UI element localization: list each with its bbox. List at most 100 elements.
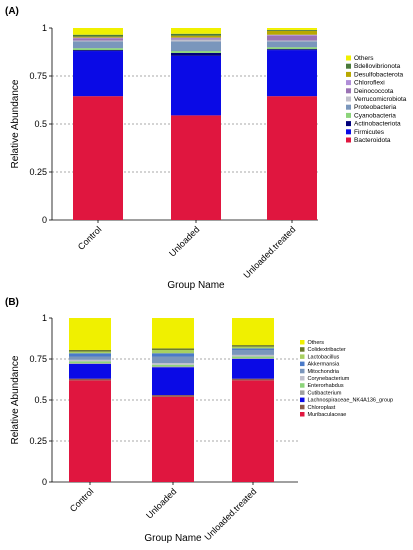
bar-segment	[69, 378, 111, 381]
bar-segment	[73, 96, 123, 220]
legend-swatch	[346, 129, 351, 135]
bar-segment	[73, 34, 123, 37]
legend-swatch	[300, 404, 305, 410]
bar-segment	[232, 318, 274, 346]
bar-segment	[69, 353, 111, 357]
bar-segment	[152, 366, 194, 368]
bar-segment	[171, 28, 221, 34]
legend-label: Verrucomicrobiota	[354, 96, 407, 103]
legend-label: Deinococcota	[354, 88, 394, 95]
bar-segment	[152, 395, 194, 397]
bar-segment	[69, 356, 111, 360]
bar-segment	[152, 353, 194, 357]
bar-segment	[232, 358, 274, 359]
bar-segment	[232, 380, 274, 482]
bar-segment	[69, 349, 111, 352]
legend-swatch	[300, 397, 305, 403]
bar-segment	[73, 36, 123, 38]
legend-swatch	[346, 112, 351, 118]
bar-segment	[267, 29, 317, 31]
legend-label: Lactobacillus	[308, 354, 340, 360]
y-tick-label: 0.5	[34, 119, 47, 129]
bar-segment	[171, 52, 221, 56]
y-tick-label: 0.25	[29, 167, 47, 177]
bar-segment	[152, 367, 194, 396]
legend-label: Others	[354, 55, 374, 62]
bar-segment	[267, 34, 317, 36]
legend-label: Corynebacterium	[308, 376, 350, 382]
x-axis-title: Group Name	[144, 533, 202, 544]
bar-segment	[232, 345, 274, 347]
bar-segment	[152, 356, 194, 364]
bar-segment	[267, 28, 317, 30]
legend-label: Proteobacteria	[354, 104, 397, 111]
bar-segment	[232, 359, 274, 379]
x-axis-title: Group Name	[167, 280, 225, 291]
legend-label: Others	[308, 340, 325, 346]
legend-swatch	[346, 96, 351, 102]
legend-swatch	[346, 80, 351, 86]
chart-panel-a: (A) 0 0.25 0.5 0.75 1 Relative Abundance Contro…	[5, 6, 407, 291]
bar-segment	[267, 41, 317, 48]
legend-swatch	[346, 55, 351, 61]
bar-segment	[171, 37, 221, 39]
bar-segment	[73, 51, 123, 97]
legend-swatch	[346, 71, 351, 77]
x-tick-label: Control	[68, 486, 96, 514]
bar-segment	[69, 363, 111, 379]
x-tick-label: Unloaded.treated	[242, 224, 298, 280]
bar-segment	[267, 50, 317, 97]
legend-swatch	[300, 347, 305, 352]
chart-panel-b: (B) 0 0.25 0.5 0.75 1 Relative Abundance Contro…	[5, 297, 393, 544]
bar-segment	[73, 28, 123, 35]
bar-segment	[69, 361, 111, 364]
bar-segment	[152, 396, 194, 482]
bar-segment	[171, 33, 221, 36]
legend-label: Firmicutes	[354, 129, 385, 136]
bar-segment	[171, 51, 221, 53]
legend-swatch	[300, 383, 305, 388]
bar-segment	[171, 39, 221, 42]
bar-segment	[232, 378, 274, 381]
bar-segment	[232, 356, 274, 359]
bar-segment	[232, 349, 274, 355]
legend-label: Mitochondria	[308, 369, 340, 375]
bar-segment	[171, 35, 221, 38]
legend-label: Desulfobacterota	[354, 71, 404, 78]
y-tick-label: 0	[42, 215, 47, 225]
legend-swatch	[300, 340, 305, 345]
bar-segment	[69, 363, 111, 364]
legend-label: Muribaculaceae	[308, 412, 347, 418]
legend-swatch	[300, 361, 305, 367]
panel-label: (B)	[5, 297, 19, 308]
bar-segment	[267, 47, 317, 50]
legend-label: Cutibacterium	[308, 390, 342, 396]
bar-segment	[69, 351, 111, 354]
bar-segment	[232, 348, 274, 350]
legend-swatch	[300, 368, 305, 374]
y-axis-title: Relative Abundance	[10, 79, 21, 168]
bar-segment	[171, 41, 221, 52]
bar-segment	[152, 349, 194, 354]
legend-label: Cyanobacteria	[354, 112, 396, 119]
y-tick-label: 0.75	[29, 354, 47, 364]
bar-segment	[267, 49, 317, 51]
bar-segment	[267, 40, 317, 42]
y-tick-label: 1	[42, 23, 47, 33]
legend-label: Enterorhabdus	[308, 383, 344, 389]
bar-segment	[171, 55, 221, 116]
x-tick-label: Unloaded	[144, 486, 178, 520]
bar-segment	[152, 364, 194, 367]
y-tick-label: 0.5	[34, 395, 47, 405]
bar-segment	[232, 346, 274, 349]
y-tick-label: 0.75	[29, 71, 47, 81]
bar-segment	[152, 318, 194, 349]
bar-segment	[267, 30, 317, 35]
panel-label: (A)	[5, 6, 19, 17]
legend-swatch	[300, 412, 305, 417]
bar-segment	[73, 38, 123, 41]
x-tick-label: Control	[76, 224, 104, 252]
bar-segment	[73, 48, 123, 51]
